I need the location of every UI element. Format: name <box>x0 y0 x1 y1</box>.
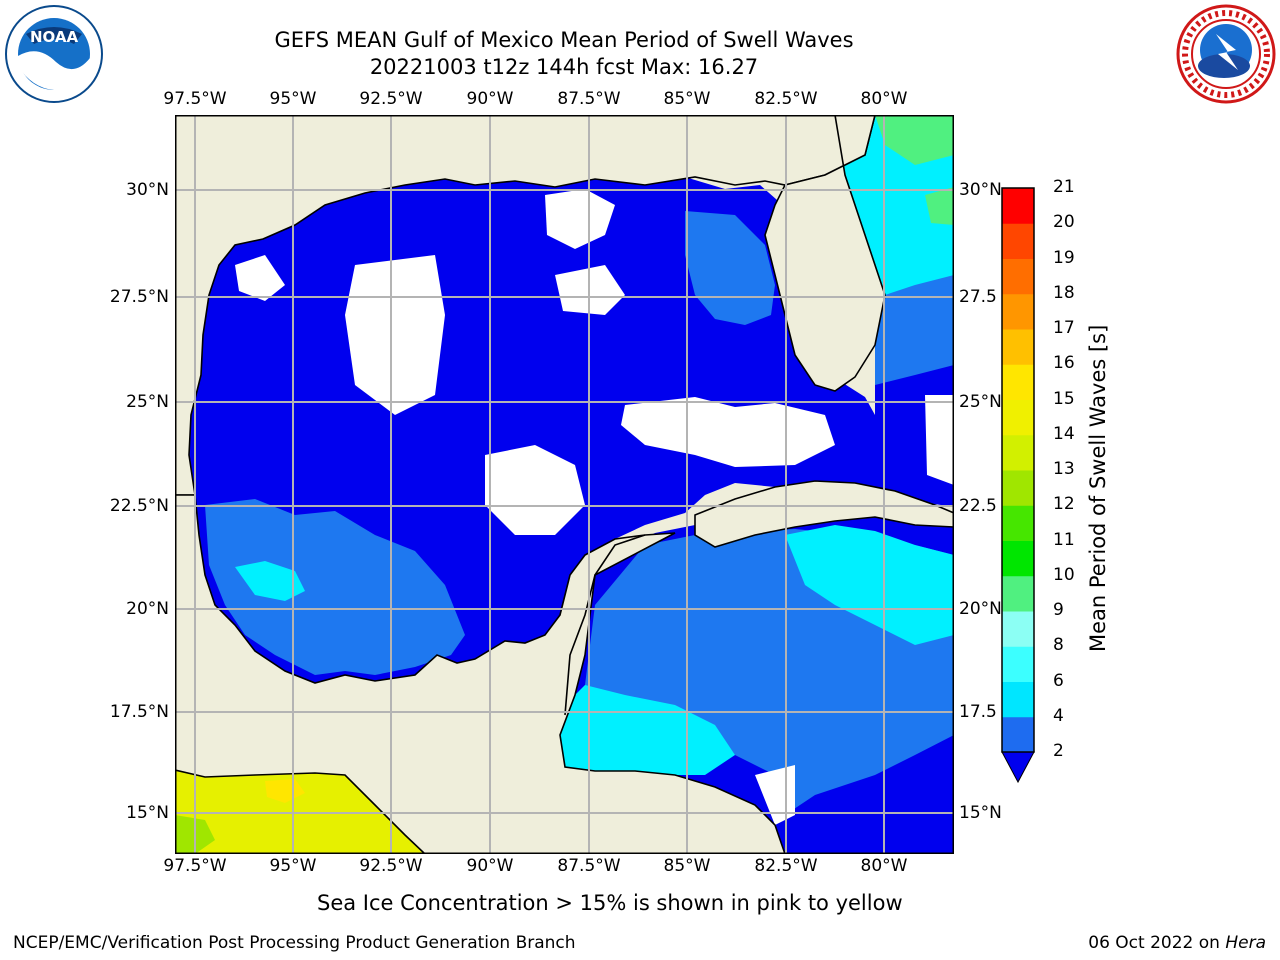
bottom-lon-label: 95°W <box>269 856 317 876</box>
left-lat-label: 27.5°N <box>109 287 169 307</box>
colorbar-swatch <box>1002 434 1034 471</box>
top-lon-label: 82.5°W <box>754 89 818 109</box>
colorbar-tick-label: 13 <box>1053 459 1075 479</box>
graticule <box>175 115 954 854</box>
bottom-lon-label: 80°W <box>860 856 908 876</box>
map-panel <box>175 115 954 854</box>
swell-4-6-s-caribbean <box>555 685 735 775</box>
map-title: GEFS MEAN Gulf of Mexico Mean Period of … <box>274 28 854 52</box>
colorbar-swatch <box>1002 364 1034 400</box>
nws-logo <box>1176 4 1276 104</box>
left-lat-label: 22.5°N <box>109 496 169 516</box>
swell-2-4-s-atlantic <box>875 265 954 385</box>
bottom-lon-label: 97.5°W <box>163 856 227 876</box>
colorbar-swatch <box>1002 716 1034 753</box>
colorbar <box>1001 187 1035 784</box>
swell-2-4-s-west <box>205 499 465 675</box>
colorbar-swatch <box>1002 575 1034 612</box>
pacific-swell-peak <box>265 779 305 803</box>
right-lat-label: 15°N <box>959 803 1002 823</box>
colorbar-swatch <box>1002 223 1034 259</box>
right-lat-label: 25°N <box>959 392 1002 412</box>
top-lon-label: 85°W <box>663 89 711 109</box>
bottom-lon-label: 90°W <box>466 856 514 876</box>
footer-date: 06 Oct 2022 on Hera <box>1088 933 1266 953</box>
sea-ice-note: Sea Ice Concentration > 15% is shown in … <box>317 891 903 915</box>
bottom-lon-label: 85°W <box>663 856 711 876</box>
left-lat-label: 20°N <box>126 599 169 619</box>
colorbar-swatch <box>1002 505 1034 541</box>
right-lat-label: 17.5 <box>959 702 997 722</box>
left-lat-label: 15°N <box>126 803 169 823</box>
colorbar-swatch <box>1002 540 1034 577</box>
swell-9-11-s-atlantic-north <box>875 115 954 165</box>
right-lat-label: 20°N <box>959 599 1002 619</box>
colorbar-swatch <box>1002 329 1034 365</box>
colorbar-tick-label: 21 <box>1053 177 1075 197</box>
cuba-land <box>694 480 954 548</box>
bottom-lon-label: 82.5°W <box>754 856 818 876</box>
colorbar-tick-label: 14 <box>1053 423 1075 444</box>
noaa-logo: NOAA <box>4 4 104 104</box>
colorbar-tick-label: 9 <box>1053 600 1064 620</box>
top-lon-label: 90°W <box>466 89 514 109</box>
colorbar-tick-label: 20 <box>1053 212 1075 233</box>
colorbar-tick-label: 16 <box>1053 353 1075 374</box>
colorbar-title: Mean Period of Swell Waves [s] <box>1086 324 1110 652</box>
colorbar-swatch <box>1002 258 1034 295</box>
footer-credit: NCEP/EMC/Verification Post Processing Pr… <box>13 933 576 953</box>
colorbar-tick-label: 8 <box>1053 635 1064 656</box>
colorbar-tick-label: 15 <box>1053 388 1075 409</box>
map-frame <box>175 115 954 854</box>
right-lat-label: 27.5 <box>959 287 997 307</box>
left-lat-label: 30°N <box>126 180 169 200</box>
map-subtitle: 20221003 t12z 144h fcst Max: 16.27 <box>369 55 759 79</box>
colorbar-tick-label: 2 <box>1053 741 1064 761</box>
top-lon-label: 92.5°W <box>359 89 423 109</box>
bottom-lon-label: 92.5°W <box>359 856 423 876</box>
colorbar-tick-label: 10 <box>1053 564 1075 585</box>
top-lon-label: 97.5°W <box>163 89 227 109</box>
colorbar-swatch <box>1002 399 1034 436</box>
colorbar-swatch <box>1002 188 1034 224</box>
colorbar-swatch <box>1002 681 1034 718</box>
colorbar-tick-label: 11 <box>1053 529 1075 550</box>
footer-date-text: 06 Oct 2022 on <box>1088 933 1226 953</box>
right-lat-label: 30°N <box>959 180 1002 200</box>
colorbar-frame <box>1001 187 1035 753</box>
swell-4-6-s-east-caribbean <box>785 525 954 645</box>
footer-host: Hera <box>1225 933 1266 953</box>
no-data-patch <box>545 189 615 249</box>
colorbar-swatch <box>1002 293 1034 330</box>
us-gulf-coast-land <box>175 115 876 496</box>
florida-land <box>764 115 886 392</box>
no-data-patch <box>621 397 835 467</box>
colorbar-tick-label: 17 <box>1053 318 1075 338</box>
no-data-patch <box>485 445 585 535</box>
colorbar-tick-label: 6 <box>1053 670 1064 691</box>
swell-9-11-s-atlantic-mid <box>925 187 954 225</box>
colorbar-under-arrow <box>1001 751 1035 784</box>
left-lat-label: 17.5°N <box>109 702 169 722</box>
colorbar-tick-label: 4 <box>1053 705 1064 726</box>
colorbar-tick-label: 19 <box>1053 247 1075 268</box>
left-lat-label: 25°N <box>126 392 169 412</box>
top-lon-label: 95°W <box>269 89 317 109</box>
right-lat-label: 22.5 <box>959 496 997 516</box>
colorbar-swatch <box>1002 646 1034 682</box>
swell-4-6-s-west <box>235 561 305 601</box>
no-data-patch <box>925 395 954 485</box>
top-lon-label: 87.5°W <box>557 89 621 109</box>
colorbar-tick-label: 18 <box>1053 282 1075 303</box>
noaa-logo-text: NOAA <box>30 28 79 46</box>
no-data-patch <box>235 255 285 301</box>
bottom-lon-label: 87.5°W <box>557 856 621 876</box>
no-data-patch <box>345 255 445 415</box>
colorbar-swatch <box>1002 470 1034 506</box>
colorbar-tick-label: 12 <box>1053 494 1075 515</box>
colorbar-swatch <box>1002 611 1034 647</box>
top-lon-label: 80°W <box>860 89 908 109</box>
